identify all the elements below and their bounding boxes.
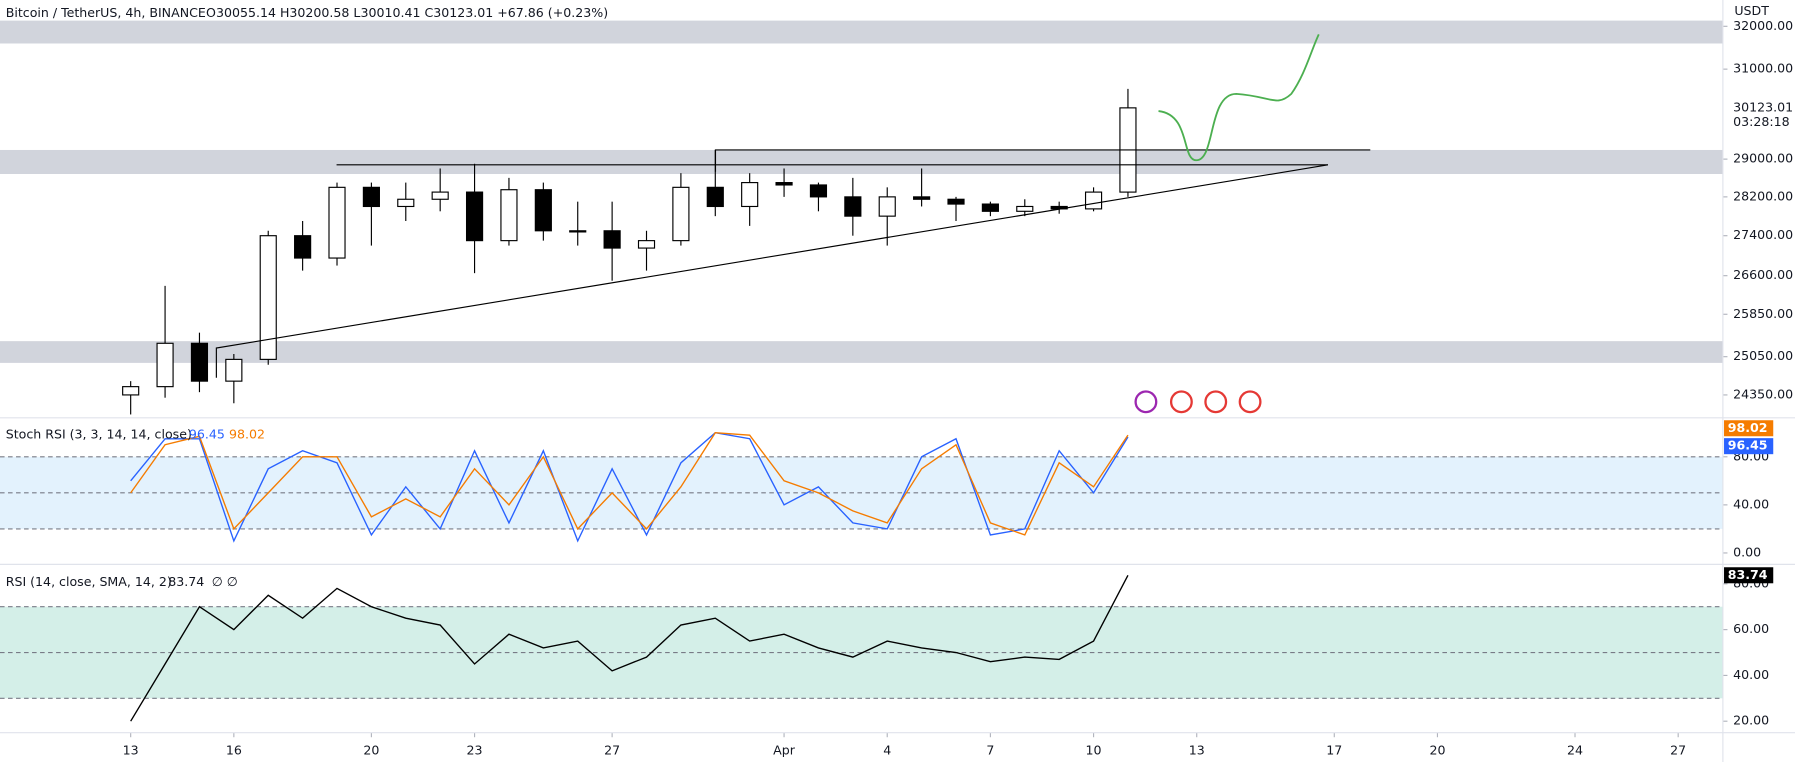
y-tick-label: 20.00 bbox=[1733, 713, 1769, 728]
candle-body bbox=[122, 386, 140, 396]
y-tick-label: 29000.00 bbox=[1733, 151, 1793, 166]
candle-body bbox=[775, 182, 793, 186]
y-tick-label: 25050.00 bbox=[1733, 348, 1793, 363]
x-tick-label: 17 bbox=[1326, 742, 1342, 757]
x-tick-label: 27 bbox=[604, 742, 620, 757]
candle-body bbox=[981, 203, 999, 212]
last-value-box bbox=[1724, 567, 1774, 584]
candle-body bbox=[534, 189, 552, 232]
candle-body bbox=[672, 186, 690, 242]
candle-body bbox=[878, 196, 896, 217]
candle-body bbox=[809, 184, 828, 198]
rsi-extra: ∅ ∅ bbox=[212, 574, 238, 589]
symbol-title: Bitcoin / TetherUS, 4h, BINANCE bbox=[6, 5, 206, 20]
candle-body bbox=[947, 198, 965, 205]
y-tick-label: 40.00 bbox=[1733, 496, 1769, 511]
candle-body bbox=[431, 191, 449, 200]
stoch-k-value: 96.45 bbox=[189, 427, 225, 442]
y-tick-label: 26600.00 bbox=[1733, 267, 1793, 282]
x-tick-label: 13 bbox=[123, 742, 139, 757]
event-icons bbox=[1134, 390, 1262, 414]
event-icon bbox=[1134, 390, 1158, 414]
x-tick-label: 20 bbox=[363, 742, 379, 757]
projection-curve bbox=[1158, 33, 1320, 162]
y-tick-label: 32000.00 bbox=[1733, 18, 1793, 33]
trend-drawings bbox=[215, 33, 1371, 378]
stoch-d-value: 98.02 bbox=[229, 427, 265, 442]
x-tick-label: 4 bbox=[883, 742, 891, 757]
candle-body bbox=[328, 186, 346, 259]
candle-body bbox=[397, 198, 415, 208]
countdown-label: 03:28:18 bbox=[1733, 114, 1790, 129]
x-tick-label: 24 bbox=[1567, 742, 1583, 757]
x-tick-label: 7 bbox=[986, 742, 994, 757]
candle-body bbox=[844, 196, 862, 217]
candle-body bbox=[1084, 191, 1103, 210]
candle-body bbox=[741, 182, 759, 208]
y-tick-label: 40.00 bbox=[1733, 667, 1769, 682]
last-value-label: 96.45 bbox=[1728, 438, 1768, 453]
indicator-line bbox=[130, 574, 1129, 722]
support-zone bbox=[0, 341, 1723, 363]
x-tick-label: 27 bbox=[1670, 742, 1686, 757]
x-tick-label: 23 bbox=[467, 742, 483, 757]
candle-body bbox=[362, 186, 380, 208]
resistance-zone bbox=[0, 20, 1723, 44]
x-tick-label: 10 bbox=[1086, 742, 1102, 757]
candle-body bbox=[190, 342, 209, 382]
candle-body bbox=[465, 191, 484, 242]
candle-body bbox=[913, 196, 931, 200]
event-icon bbox=[1238, 390, 1262, 414]
candle-body bbox=[706, 186, 724, 208]
candle-body bbox=[156, 342, 174, 388]
x-tick-label: 20 bbox=[1429, 742, 1445, 757]
y-tick-label: 0.00 bbox=[1733, 544, 1761, 559]
candle-body bbox=[1016, 205, 1034, 212]
range-top bbox=[714, 149, 1371, 172]
candle-body bbox=[294, 235, 312, 259]
indicator-line bbox=[130, 432, 1129, 536]
last-price-label: 30123.01 bbox=[1733, 99, 1793, 114]
x-tick-label: 16 bbox=[226, 742, 242, 757]
y-tick-label: 28200.00 bbox=[1733, 188, 1793, 203]
rsi-title: RSI (14, close, SMA, 14, 2) bbox=[6, 574, 172, 589]
zone-drawings bbox=[0, 20, 1723, 363]
candle-body bbox=[603, 230, 621, 249]
y-tick-label: 25850.00 bbox=[1733, 306, 1793, 321]
candle-body bbox=[500, 189, 518, 242]
last-value-label: 98.02 bbox=[1728, 420, 1768, 435]
y-tick-label: 24350.00 bbox=[1733, 386, 1793, 401]
indicator-line bbox=[130, 432, 1129, 543]
y-tick-label: 60.00 bbox=[1733, 621, 1769, 636]
x-tick-label: Apr bbox=[773, 742, 796, 757]
rising-trendline bbox=[215, 164, 1329, 378]
last-value-label: 83.74 bbox=[1728, 567, 1768, 582]
breakout-zone bbox=[0, 149, 1723, 175]
last-value-box bbox=[1724, 438, 1774, 455]
last-value-box bbox=[1724, 420, 1774, 437]
candle-body bbox=[225, 358, 243, 382]
event-icon bbox=[1204, 390, 1228, 414]
candle-body bbox=[637, 240, 656, 249]
x-tick-label: 13 bbox=[1189, 742, 1205, 757]
event-icon bbox=[1169, 390, 1193, 414]
ohlc-values: O30055.14 H30200.58 L30010.41 C30123.01 … bbox=[206, 5, 608, 20]
axis-unit: USDT bbox=[1734, 3, 1769, 18]
rsi-value: 83.74 bbox=[168, 574, 204, 589]
y-tick-label: 31000.00 bbox=[1733, 61, 1793, 76]
candle-body bbox=[259, 235, 277, 360]
stoch-title: Stoch RSI (3, 3, 14, 14, close) bbox=[6, 427, 192, 442]
y-tick-label: 27400.00 bbox=[1733, 227, 1793, 242]
candle-body bbox=[569, 230, 587, 233]
